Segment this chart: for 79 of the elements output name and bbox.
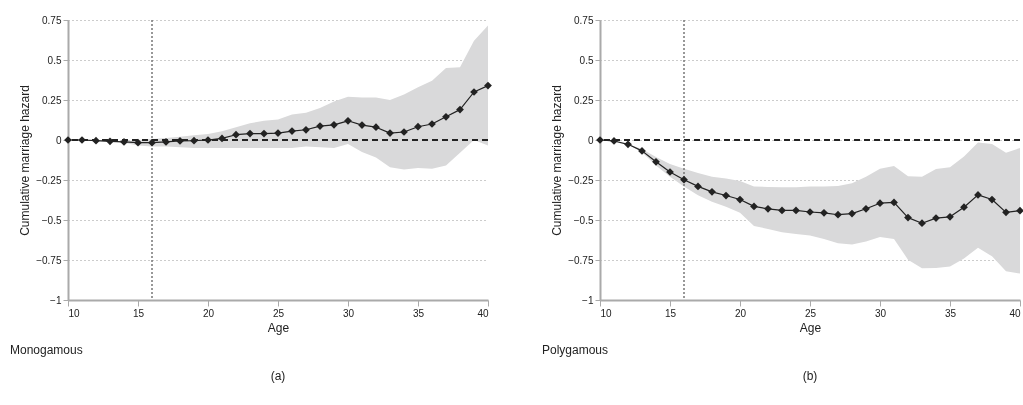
y-tick-label: 0.25 — [42, 94, 62, 106]
point — [1002, 208, 1010, 217]
point — [484, 81, 492, 90]
point — [848, 209, 856, 218]
y-tick-label: 0.25 — [574, 94, 594, 106]
point — [890, 198, 898, 207]
point — [918, 219, 926, 228]
point — [834, 210, 842, 219]
point — [190, 136, 198, 145]
point — [652, 157, 660, 166]
point — [722, 191, 730, 200]
point — [694, 182, 702, 191]
point — [456, 105, 464, 114]
point — [218, 134, 226, 143]
text: (a) — [270, 369, 286, 383]
point — [820, 208, 828, 217]
point — [372, 123, 380, 132]
x-axis-title: Age — [267, 320, 290, 335]
point — [960, 203, 968, 212]
y-tick-label: −1 — [50, 294, 62, 306]
y-tick-label: 0.5 — [47, 54, 62, 66]
x-tick-label: 25 — [272, 307, 285, 319]
point — [946, 212, 954, 221]
point — [764, 204, 772, 213]
text: Polygamous — [542, 343, 609, 357]
x-tick-label: 10 — [600, 307, 613, 319]
point — [134, 138, 142, 147]
x-tick-label: 30 — [874, 307, 887, 319]
y-tick-label: −0.25 — [36, 174, 62, 186]
point — [106, 137, 114, 146]
y-tick-label: −0.75 — [568, 254, 594, 266]
point — [876, 199, 884, 208]
y-axis-title: Cumulative marriage hazard — [550, 85, 565, 236]
point — [904, 213, 912, 222]
y-tick-label: −0.75 — [36, 254, 62, 266]
x-tick-label: 15 — [664, 307, 677, 319]
point — [680, 175, 688, 184]
point — [750, 202, 758, 211]
point — [1016, 206, 1023, 215]
point — [260, 129, 268, 138]
point — [232, 130, 240, 139]
point — [92, 136, 100, 145]
point — [624, 140, 632, 149]
x-tick-label: 10 — [68, 307, 81, 319]
point — [344, 116, 352, 125]
text: (b) — [802, 369, 818, 383]
point — [302, 125, 310, 134]
point — [442, 112, 450, 121]
point — [862, 204, 870, 213]
y-tick-label: −0.5 — [573, 214, 594, 226]
y-tick-label: 0.5 — [579, 54, 594, 66]
point — [792, 206, 800, 215]
x-tick-label: 20 — [734, 307, 747, 319]
x-tick-label: 35 — [412, 307, 425, 319]
point — [778, 206, 786, 215]
y-axis-title: Cumulative marriage hazard — [18, 85, 33, 236]
x-tick-label: 20 — [202, 307, 215, 319]
y-tick-label: −1 — [582, 294, 594, 306]
y-tick-label: 0 — [55, 134, 62, 146]
x-axis-title: Age — [799, 320, 822, 335]
x-tick-label: 40 — [477, 307, 489, 319]
point — [330, 120, 338, 129]
point — [246, 129, 254, 138]
point — [414, 122, 422, 131]
point — [148, 138, 156, 147]
y-tick-label: −0.5 — [41, 214, 62, 226]
x-tick-label: 30 — [342, 307, 355, 319]
x-tick-label: 25 — [804, 307, 817, 319]
point — [708, 187, 716, 196]
x-tick-label: 15 — [132, 307, 145, 319]
x-tick-label: 40 — [1009, 307, 1021, 319]
y-tick-label: −0.25 — [568, 174, 594, 186]
text: Monogamous — [10, 343, 83, 357]
y-tick-label: 0 — [587, 134, 594, 146]
y-tick-label: 0.75 — [574, 14, 594, 26]
point — [736, 195, 744, 204]
y-tick-label: 0.75 — [42, 14, 62, 26]
point — [988, 195, 996, 204]
x-tick-label: 35 — [944, 307, 957, 319]
